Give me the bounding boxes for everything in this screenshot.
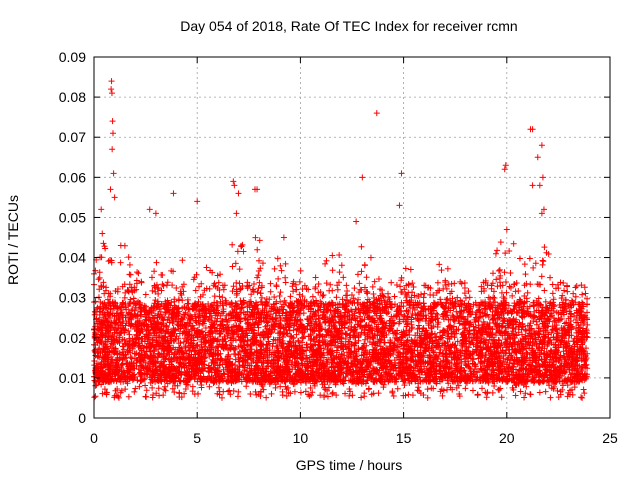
- data-point: [150, 391, 157, 398]
- data-point: [312, 274, 319, 281]
- data-point: [252, 388, 259, 395]
- data-point: [498, 394, 505, 401]
- data-point: [287, 293, 294, 300]
- data-point: [302, 388, 309, 395]
- data-point: [276, 292, 283, 299]
- data-point: [177, 340, 184, 347]
- data-point: [289, 283, 296, 290]
- data-point: [558, 295, 565, 302]
- data-point: [290, 288, 297, 295]
- data-point: [163, 282, 170, 289]
- data-point: [519, 335, 526, 342]
- data-point: [524, 289, 531, 296]
- data-point: [368, 391, 375, 398]
- data-point: [126, 331, 133, 338]
- data-point: [388, 279, 395, 286]
- data-point: [257, 290, 264, 297]
- data-point: [394, 385, 401, 392]
- data-point: [233, 279, 240, 286]
- data-point: [98, 282, 105, 289]
- data-point: [123, 354, 130, 361]
- data-point: [409, 280, 416, 287]
- data-point: [390, 393, 397, 400]
- data-point: [573, 283, 580, 290]
- data-point: [584, 309, 591, 316]
- data-point: [546, 300, 553, 307]
- data-point: [581, 390, 588, 397]
- data-point: [254, 289, 261, 296]
- data-point: [391, 293, 398, 300]
- data-point: [549, 290, 556, 297]
- data-point: [236, 280, 243, 287]
- data-point: [329, 252, 336, 259]
- data-point: [578, 394, 585, 401]
- data-point: [291, 388, 298, 395]
- data-point: [125, 393, 132, 400]
- data-point: [525, 361, 532, 368]
- data-point: [173, 285, 180, 292]
- data-point: [335, 279, 342, 286]
- data-point: [248, 291, 255, 298]
- data-point: [509, 292, 516, 299]
- data-point: [573, 319, 580, 326]
- data-point: [164, 279, 171, 286]
- data-point: [243, 383, 250, 390]
- data-point: [517, 388, 524, 395]
- data-point: [582, 290, 589, 297]
- data-point: [509, 325, 516, 332]
- data-point: [223, 312, 230, 319]
- data-point: [215, 279, 222, 286]
- data-point: [342, 390, 349, 397]
- data-point: [523, 327, 530, 334]
- data-point: [121, 294, 128, 301]
- data-point: [502, 278, 509, 285]
- data-point: [275, 275, 282, 282]
- data-points: [91, 78, 591, 401]
- data-point: [568, 297, 575, 304]
- data-point: [409, 324, 416, 331]
- data-point: [182, 386, 189, 393]
- data-point: [355, 296, 362, 303]
- data-point: [429, 337, 436, 344]
- data-point: [229, 241, 236, 248]
- data-point: [180, 338, 187, 345]
